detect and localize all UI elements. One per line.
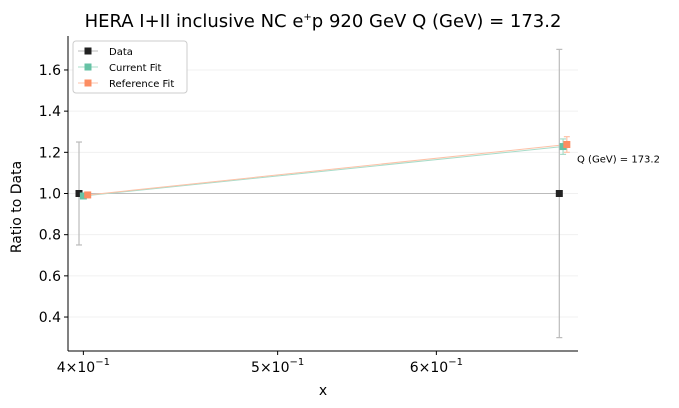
x-tick-label: 6×10−1	[410, 357, 463, 376]
y-tick-label: 0.6	[39, 269, 61, 285]
data-point	[563, 141, 571, 148]
data-point	[84, 191, 92, 199]
data-point	[79, 192, 87, 200]
y-tick-label: 1.4	[39, 104, 61, 120]
y-axis-label: Ratio to Data	[9, 161, 25, 253]
legend-box	[72, 40, 188, 94]
q-annotation: Q (GeV) = 173.2	[577, 155, 660, 166]
y-tick-label: 1.2	[39, 145, 61, 161]
x-axis-label: x	[319, 383, 327, 399]
x-tick-label: 5×10−1	[251, 357, 304, 376]
x-tick-label: 4×10−1	[57, 357, 110, 376]
data-points	[75, 141, 571, 200]
y-tick-label: 0.4	[39, 310, 61, 326]
legend-label: Data	[109, 47, 133, 58]
annotations: Q (GeV) = 173.2	[577, 155, 660, 166]
series-lines	[79, 144, 567, 197]
data-point	[559, 143, 567, 151]
y-tick-label: 1.6	[39, 63, 61, 79]
y-ticks: 0.4 0.6 0.8 1.0 1.2 1.4 1.6	[39, 63, 68, 326]
legend: Data Current Fit Reference Fit	[72, 40, 188, 94]
legend-marker	[84, 63, 92, 71]
data-point	[555, 190, 563, 197]
y-tick-label: 1.0	[39, 187, 61, 203]
y-tick-label: 0.8	[39, 228, 61, 244]
legend-label: Current Fit	[109, 63, 162, 74]
series-line-2	[87, 144, 567, 196]
chart-title: HERA I+II inclusive NC e+p 920 GeV Q (Ge…	[85, 11, 562, 32]
legend-marker	[84, 79, 92, 87]
data-point	[75, 190, 83, 197]
x-ticks: 4×10−1 5×10−1 6×10−1	[57, 351, 463, 376]
legend-label: Reference Fit	[109, 79, 174, 90]
legend-marker	[84, 47, 92, 55]
series-line-1	[83, 146, 564, 197]
